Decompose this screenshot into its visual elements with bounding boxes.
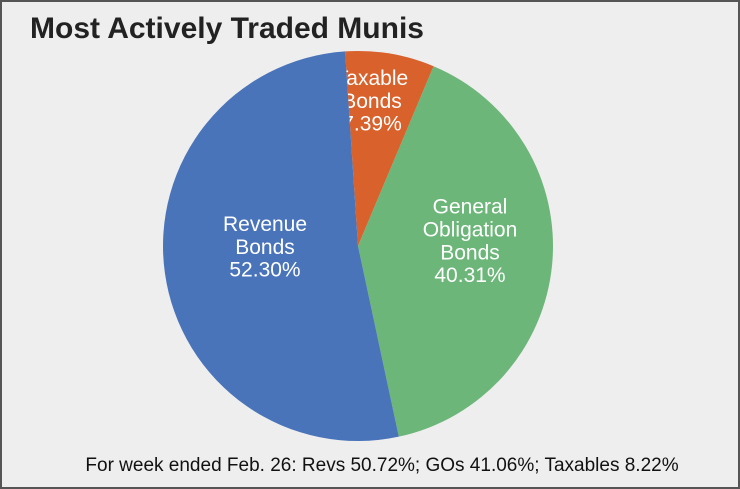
value-label: 7.39% [342,113,402,136]
pie-slice [163,51,399,441]
value-label: 40.31% [434,264,505,287]
footnote: For week ended Feb. 26: Revs 50.72%; GOs… [85,455,678,476]
chart-title: Most Actively Traded Munis [30,12,424,45]
slice-label: Revenue Bonds [223,213,307,259]
slice-label: Taxable Bonds [336,67,408,113]
value-label: 52.30% [229,259,300,282]
pie-slice [358,66,553,437]
slice-label: General Obligation Bonds [423,195,518,264]
pie-slice [345,51,434,247]
